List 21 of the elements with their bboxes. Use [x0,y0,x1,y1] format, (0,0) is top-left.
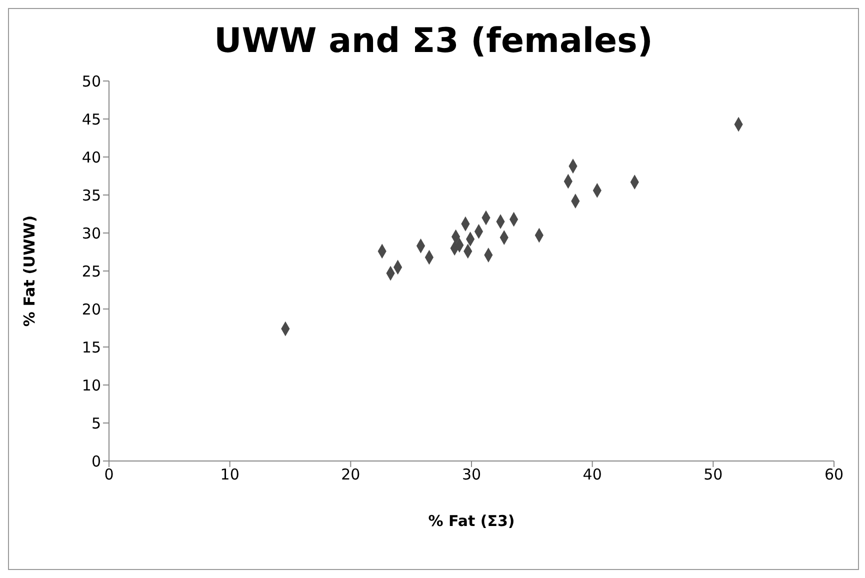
y-axis-title: % Fat (UWW) [20,215,38,327]
y-tick-label: 5 [91,414,101,432]
x-tick-label: 60 [824,466,844,484]
y-tick-label: 20 [82,300,101,318]
y-tick-label: 0 [91,452,101,470]
y-tick-label: 25 [82,262,101,280]
y-tick-label: 30 [82,224,101,242]
y-tick-label: 50 [82,72,101,90]
x-tick-label: 50 [704,466,723,484]
x-tick-label: 0 [104,466,114,484]
y-tick-label: 10 [82,376,101,394]
x-tick-label: 30 [462,466,482,484]
y-tick-label: 35 [82,186,101,204]
x-tick-label: 40 [582,466,602,484]
y-tick-label: 15 [82,338,101,356]
y-tick-label: 40 [82,148,101,166]
x-tick-label: 10 [220,466,240,484]
chart-title: UWW and Σ3 (females) [213,21,654,63]
x-tick-label: 20 [341,466,360,484]
x-axis-title: % Fat (Σ3) [428,512,515,530]
y-tick-label: 45 [82,110,101,128]
